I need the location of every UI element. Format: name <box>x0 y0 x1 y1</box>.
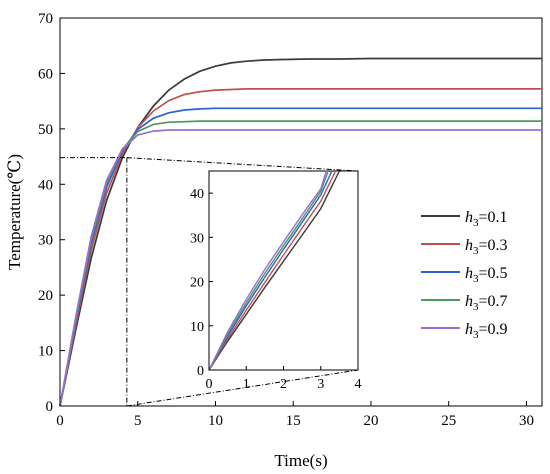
inset-series-line-2 <box>208 170 337 371</box>
y-tick-label: 20 <box>38 288 53 304</box>
y-tick-label: 40 <box>38 177 53 193</box>
inset-plot: 0 1 2 3 4 0 10 20 30 40 <box>190 170 362 392</box>
legend: h3=0.1 h3=0.3 h3=0.5 h3=0.7 h3=0.9 <box>421 209 508 341</box>
inset-x-tick-label: 3 <box>317 377 324 392</box>
inset-series-line-5 <box>208 170 327 371</box>
y-tick-label: 50 <box>38 122 53 138</box>
legend-label-5: h3=0.9 <box>465 321 508 341</box>
x-tick-label: 20 <box>363 413 378 429</box>
y-tick-label: 10 <box>38 344 53 360</box>
series-line-5 <box>59 129 542 407</box>
inset-series-line-1 <box>208 170 341 371</box>
x-tick-label: 10 <box>208 413 223 429</box>
inset-x-tick-label: 4 <box>355 377 362 392</box>
inset-series-group <box>208 170 341 371</box>
x-tick-label: 25 <box>441 413 456 429</box>
series-line-2 <box>59 88 542 407</box>
x-tick-label: 0 <box>56 413 64 429</box>
inset-y-axis-ticks: 0 10 20 30 40 <box>190 187 213 379</box>
inset-y-tick-label: 10 <box>190 320 204 335</box>
inset-series-line-3 <box>208 170 333 371</box>
inset-y-tick-label: 0 <box>197 364 204 379</box>
inset-y-tick-label: 20 <box>190 276 204 291</box>
inset-x-axis-ticks: 0 1 2 3 4 <box>206 366 362 392</box>
legend-label-2: h3=0.3 <box>465 237 508 257</box>
y-axis-label: Temperature(℃) <box>5 154 24 270</box>
inset-plot-frame <box>208 170 359 371</box>
legend-label-3: h3=0.5 <box>465 265 508 285</box>
zoom-guide-lines <box>60 157 359 407</box>
zoom-connector-lower <box>126 369 359 407</box>
inset-y-tick-label: 40 <box>190 187 204 202</box>
legend-label-4: h3=0.7 <box>465 293 508 313</box>
inset-x-tick-label: 2 <box>280 377 287 392</box>
y-tick-label: 60 <box>38 66 53 82</box>
x-tick-label: 15 <box>286 413 301 429</box>
main-y-axis-ticks: 0 10 20 30 40 50 60 70 <box>38 11 65 415</box>
series-line-3 <box>59 107 542 407</box>
legend-label-1: h3=0.1 <box>465 209 508 229</box>
zoom-connector-upper <box>126 157 359 172</box>
inset-x-tick-label: 1 <box>243 377 250 392</box>
main-series-group <box>59 57 542 407</box>
y-tick-label: 0 <box>46 399 54 415</box>
main-plot-frame <box>59 17 543 407</box>
x-axis-label: Time(s) <box>274 451 327 470</box>
series-line-1 <box>59 57 542 407</box>
y-tick-label: 30 <box>38 233 53 249</box>
x-tick-label: 30 <box>519 413 534 429</box>
y-tick-label: 70 <box>38 11 53 27</box>
inset-series-line-4 <box>208 170 329 371</box>
x-tick-label: 5 <box>134 413 142 429</box>
series-line-4 <box>59 120 542 407</box>
main-x-axis-ticks: 0 5 10 15 20 25 30 <box>56 401 534 429</box>
inset-y-tick-label: 30 <box>190 231 204 246</box>
inset-x-tick-label: 0 <box>206 377 213 392</box>
